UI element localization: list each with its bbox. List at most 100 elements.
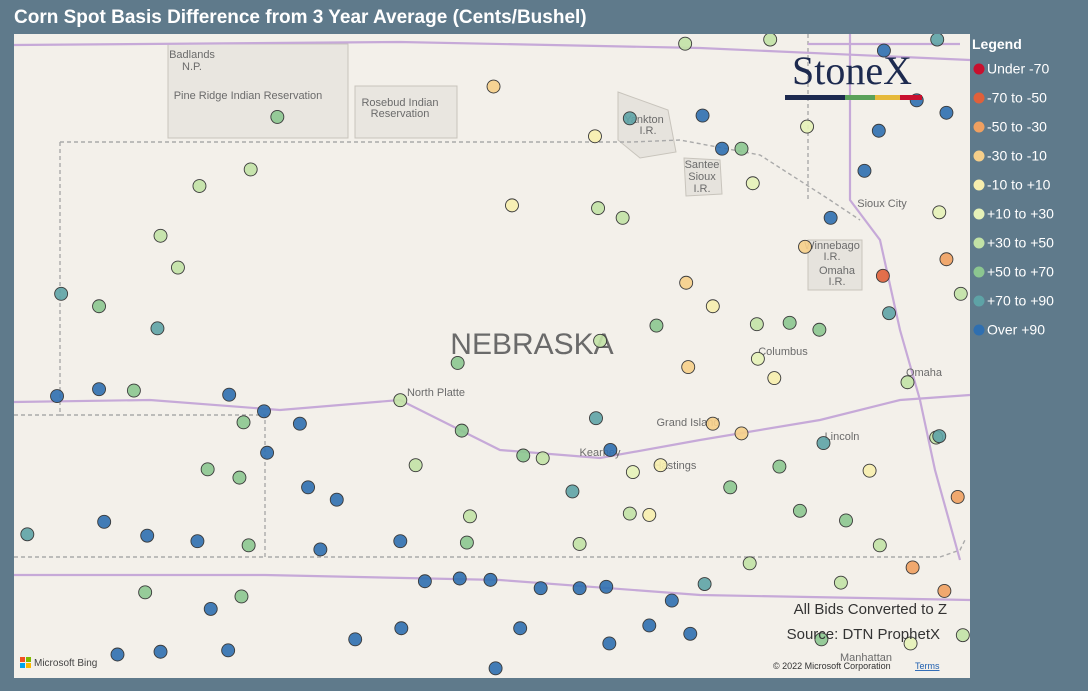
bid-point [243, 162, 258, 177]
bid-point [50, 389, 64, 404]
map-label: Sioux [688, 171, 716, 183]
map-label: Grand Island [657, 417, 720, 429]
bid-point [876, 43, 891, 58]
copyright: © 2022 Microsoft Corporation [773, 661, 891, 671]
bid-point [591, 201, 606, 216]
bid-point [723, 480, 738, 495]
map-label: I.R. [693, 183, 710, 195]
note: Source: DTN ProphetX [787, 626, 940, 643]
bid-point [140, 528, 155, 543]
legend-swatch [973, 208, 985, 220]
bid-point [221, 643, 236, 658]
bid-point [763, 34, 778, 47]
map-label: Omaha [819, 265, 856, 277]
bid-point [816, 436, 831, 451]
bid-point [798, 239, 812, 254]
legend-label: -30 to -10 [987, 148, 1047, 164]
reservation [167, 43, 349, 139]
bid-point [833, 575, 848, 590]
bid-point [642, 618, 657, 633]
bid-point [153, 644, 168, 659]
legend-swatch [973, 324, 985, 336]
bid-point [535, 451, 550, 466]
bid-point [92, 299, 106, 314]
map-label: Manhattan [840, 652, 892, 664]
logo-bar [900, 95, 922, 100]
bid-point [862, 463, 877, 478]
bid-point [588, 129, 602, 144]
bid-point [516, 448, 531, 463]
map-label: I.R. [823, 251, 840, 263]
legend-swatch [973, 266, 985, 278]
bid-point [602, 636, 617, 651]
bid-point [872, 538, 887, 553]
legend-label: +10 to +30 [987, 206, 1054, 222]
bid-point [150, 321, 165, 336]
map-label: North Platte [407, 387, 465, 399]
map-label: Pine Ridge Indian Reservation [174, 90, 323, 102]
bid-point [857, 163, 872, 178]
bid-point [572, 581, 587, 596]
legend-swatch [973, 121, 985, 133]
bid-point [603, 443, 618, 457]
bid-point [417, 574, 432, 589]
map-label: Omaha [906, 367, 943, 379]
bing-icon [20, 657, 25, 662]
map-label: Lincoln [825, 431, 860, 443]
bid-point [452, 571, 467, 586]
bid-point [705, 299, 720, 314]
bid-point [823, 210, 838, 225]
bing-icon [26, 657, 31, 662]
bid-point [939, 252, 954, 267]
bid-point [270, 109, 285, 124]
legend-label: -10 to +10 [987, 177, 1051, 193]
bid-point [505, 198, 519, 213]
bid-point [533, 581, 548, 596]
bid-point [767, 371, 782, 386]
bid-point [126, 383, 141, 398]
bid-point [839, 513, 853, 528]
legend-label: -50 to -30 [987, 119, 1047, 135]
bid-point [222, 387, 237, 402]
bid-point [257, 404, 271, 419]
legend-swatch [973, 295, 985, 307]
bid-point [932, 429, 947, 444]
bid-point [488, 661, 503, 676]
bid-point [234, 589, 249, 604]
points [20, 34, 970, 676]
bid-point [812, 322, 827, 337]
bid-point [772, 459, 787, 474]
bid-point [463, 509, 477, 524]
terms-link[interactable]: Terms [915, 661, 940, 671]
bid-point [875, 268, 890, 283]
bid-point [683, 626, 698, 641]
bid-point [450, 355, 465, 370]
bid-point [905, 560, 920, 575]
bid-point [678, 36, 693, 51]
legend-swatch [973, 63, 985, 75]
map-label: Winnebago [804, 240, 860, 252]
reservation [617, 91, 677, 159]
map: Badlands N.P. Pine Ridge Indian Reservat… [14, 34, 970, 678]
bid-point [930, 34, 945, 47]
bid-point [589, 411, 603, 426]
bid-point [92, 382, 106, 397]
bid-point [903, 636, 918, 651]
logo-bar [875, 95, 900, 100]
bid-point [54, 286, 69, 301]
map-label: N.P. [182, 61, 202, 73]
logo-bar [845, 95, 875, 100]
legend-label: Over +90 [987, 322, 1045, 338]
bid-point [486, 79, 501, 94]
legend-swatch [973, 150, 985, 162]
bid-point [664, 593, 679, 608]
bid-point [939, 105, 954, 120]
map-label: NEBRASKA [450, 328, 613, 361]
legend-label: Under -70 [987, 61, 1049, 77]
bid-point [408, 458, 423, 473]
bid-point [745, 176, 760, 191]
legend-title: Legend [972, 36, 1022, 52]
bid-point [565, 484, 580, 499]
legend-label: +50 to +70 [987, 264, 1054, 280]
bid-point [871, 123, 886, 138]
